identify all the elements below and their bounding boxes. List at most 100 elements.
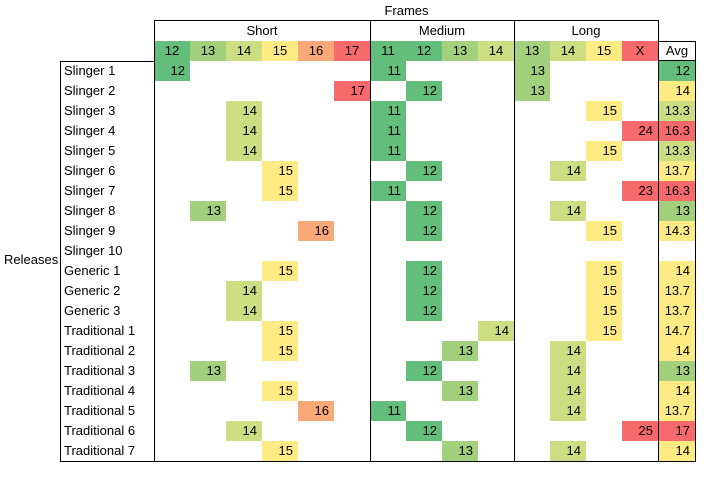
heatmap-cell: 15 <box>586 281 622 301</box>
heatmap-cell: 15 <box>262 441 298 461</box>
avg-cell: 14 <box>659 441 695 461</box>
border-left-data <box>154 20 155 461</box>
row-label: Generic 1 <box>64 263 121 278</box>
heatmap-cell: 15 <box>262 381 298 401</box>
row-label: Slinger 1 <box>64 63 116 78</box>
group-header-medium: Medium <box>418 23 466 38</box>
heatmap-cell: 14 <box>226 101 262 121</box>
avg-header-separator <box>658 60 696 61</box>
avg-cell: 13 <box>659 361 695 381</box>
heatmap-cell: 14 <box>226 421 262 441</box>
heatmap-cell: 15 <box>586 261 622 281</box>
column-header: X <box>622 41 658 61</box>
row-label: Generic 2 <box>64 283 121 298</box>
heatmap-cell: 14 <box>550 381 586 401</box>
heatmap-cell: 15 <box>586 141 622 161</box>
column-header: 13 <box>190 41 226 61</box>
avg-cell: 13.7 <box>659 301 695 321</box>
avg-cell: 14 <box>659 261 695 281</box>
column-header: 15 <box>586 41 622 61</box>
group-separator <box>514 20 515 461</box>
heatmap-cell: 12 <box>154 61 190 81</box>
heatmap-cell: 24 <box>622 121 658 141</box>
heatmap-cell: 14 <box>550 341 586 361</box>
row-label: Slinger 2 <box>64 83 116 98</box>
heatmap-cell: 12 <box>406 201 442 221</box>
heatmap-cell: 14 <box>478 321 514 341</box>
heatmap-cell: 23 <box>622 181 658 201</box>
label-box-top <box>60 61 154 62</box>
avg-cell: 13.7 <box>659 281 695 301</box>
border-top <box>154 20 659 21</box>
column-header: 13 <box>442 41 478 61</box>
column-header: 11 <box>370 41 406 61</box>
heatmap-cell: 15 <box>262 181 298 201</box>
heatmap-cell: 12 <box>406 301 442 321</box>
chart-title: Frames <box>384 3 429 18</box>
row-label: Traditional 2 <box>64 343 136 358</box>
avg-cell: 13 <box>659 201 695 221</box>
heatmap-cell: 14 <box>550 161 586 181</box>
heatmap-cell: 12 <box>406 81 442 101</box>
heatmap-cell: 14 <box>226 281 262 301</box>
heatmap-cell: 15 <box>586 221 622 241</box>
group-header-short: Short <box>246 23 278 38</box>
label-box-bottom <box>60 461 154 462</box>
column-header: 16 <box>298 41 334 61</box>
row-label: Slinger 8 <box>64 203 116 218</box>
row-label: Generic 3 <box>64 303 121 318</box>
heatmap-cell: 15 <box>262 341 298 361</box>
avg-cell: 14.7 <box>659 321 695 341</box>
heatmap-cell: 14 <box>550 361 586 381</box>
avg-cell: 13.7 <box>659 161 695 181</box>
avg-cell: 12 <box>659 61 695 81</box>
group-separator <box>370 20 371 461</box>
heatmap-cell: 11 <box>370 101 406 121</box>
heatmap-cell: 13 <box>442 381 478 401</box>
heatmap-cell: 12 <box>406 261 442 281</box>
heatmap-cell: 14 <box>550 201 586 221</box>
y-axis-label: Releases <box>4 252 59 267</box>
row-label: Traditional 7 <box>64 443 136 458</box>
heatmap-cell: 12 <box>406 281 442 301</box>
heatmap-cell: 13 <box>514 81 550 101</box>
avg-box-right <box>695 41 696 461</box>
heatmap-cell: 25 <box>622 421 658 441</box>
avg-cell: 13.3 <box>659 141 695 161</box>
row-label: Slinger 3 <box>64 103 116 118</box>
heatmap-cell: 14 <box>550 401 586 421</box>
border-right-data <box>658 20 659 461</box>
avg-cell: 14 <box>659 341 695 361</box>
heatmap-cell: 11 <box>370 61 406 81</box>
heatmap-cell: 12 <box>406 361 442 381</box>
heatmap-cell: 12 <box>406 161 442 181</box>
heatmap-cell: 13 <box>514 61 550 81</box>
avg-column-header: Avg <box>665 43 689 58</box>
row-label: Traditional 6 <box>64 423 136 438</box>
column-header: 14 <box>478 41 514 61</box>
heatmap-cell: 16 <box>298 221 334 241</box>
row-label: Slinger 4 <box>64 123 116 138</box>
avg-cell: 14.3 <box>659 221 695 241</box>
row-label: Traditional 1 <box>64 323 136 338</box>
heatmap-cell: 14 <box>226 121 262 141</box>
heatmap-cell: 13 <box>190 201 226 221</box>
heatmap-cell: 15 <box>586 101 622 121</box>
heatmap-cell: 13 <box>442 441 478 461</box>
avg-cell: 14 <box>659 81 695 101</box>
column-header: 12 <box>154 41 190 61</box>
heatmap-cell: 14 <box>226 141 262 161</box>
heatmap-cell: 15 <box>586 301 622 321</box>
heatmap-cell: 11 <box>370 121 406 141</box>
heatmap-cell: 17 <box>334 81 370 101</box>
heatmap-cell: 12 <box>406 421 442 441</box>
heatmap-cell: 14 <box>550 441 586 461</box>
heatmap-cell: 11 <box>370 181 406 201</box>
avg-cell: 17 <box>659 421 695 441</box>
row-label: Slinger 5 <box>64 143 116 158</box>
border-bottom-data <box>154 461 659 462</box>
avg-box-top <box>658 41 696 42</box>
column-header: 12 <box>406 41 442 61</box>
row-label: Slinger 6 <box>64 163 116 178</box>
